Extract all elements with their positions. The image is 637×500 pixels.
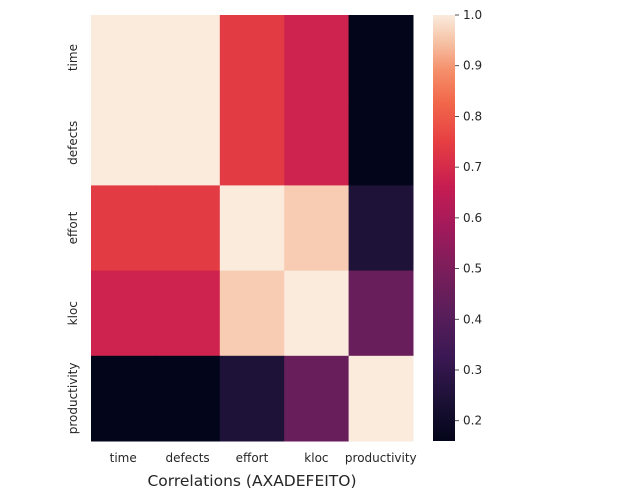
heatmap-cell-effort-effort [219, 185, 285, 272]
colorbar-tick-labels: 0.2 0.3 0.4 0.5 0.6 0.7 0.8 0.9 1.0 [455, 8, 482, 428]
heatmap-cell-effort-productivity [348, 185, 414, 272]
y-tick-label-defects: defects [66, 121, 80, 165]
heatmap-cell-productivity-effort [219, 355, 285, 442]
heatmap-cell-kloc-kloc [284, 270, 350, 357]
heatmap-cell-effort-time [91, 185, 156, 272]
colorbar [433, 15, 455, 441]
colorbar-tick-label: 0.9 [463, 59, 482, 73]
heatmap-cell-kloc-time [91, 270, 156, 357]
x-tick-label-effort: effort [236, 451, 269, 465]
heatmap-cell-defects-kloc [284, 100, 350, 186]
x-tick-label-kloc: kloc [304, 451, 328, 465]
y-tick-labels: time defects effort kloc productivity [66, 44, 80, 434]
colorbar-tick-label: 0.8 [463, 109, 482, 123]
y-tick-label-effort: effort [66, 211, 80, 244]
heatmap-cells [91, 15, 414, 442]
heatmap-cell-time-effort [219, 15, 285, 101]
heatmap-cell-kloc-defects [155, 270, 221, 357]
colorbar-tick-label: 1.0 [463, 8, 482, 22]
heatmap-cell-defects-productivity [348, 100, 414, 186]
heatmap-cell-effort-kloc [284, 185, 350, 272]
heatmap-cell-time-time [91, 15, 156, 101]
heatmap-cell-effort-defects [155, 185, 221, 272]
x-tick-labels: time defects effort kloc productivity [110, 451, 417, 465]
heatmap-cell-time-defects [155, 15, 221, 101]
heatmap-cell-defects-time [91, 100, 156, 186]
colorbar-tick-label: 0.3 [463, 363, 482, 377]
heatmap-cell-defects-effort [219, 100, 285, 186]
x-tick-label-defects: defects [166, 451, 210, 465]
x-tick-label-time: time [110, 451, 137, 465]
y-tick-label-productivity: productivity [66, 363, 80, 435]
y-tick-label-kloc: kloc [66, 301, 80, 325]
colorbar-tick-label: 0.2 [463, 414, 482, 428]
heatmap-cell-kloc-effort [219, 270, 285, 357]
heatmap-cell-productivity-productivity [348, 355, 414, 442]
heatmap-cell-time-kloc [284, 15, 350, 101]
heatmap-cell-defects-defects [155, 100, 221, 186]
colorbar-tick-label: 0.6 [463, 211, 482, 225]
heatmap-cell-productivity-defects [155, 355, 221, 442]
x-axis-label: Correlations (AXADEFEITO) [147, 472, 356, 490]
x-tick-label-productivity: productivity [345, 451, 417, 465]
heatmap-cell-productivity-kloc [284, 355, 350, 442]
y-tick-label-time: time [66, 44, 80, 71]
colorbar-tick-label: 0.4 [463, 312, 482, 326]
colorbar-tick-label: 0.7 [463, 160, 482, 174]
heatmap-cell-kloc-productivity [348, 270, 414, 357]
heatmap-cell-time-productivity [348, 15, 414, 101]
colorbar-tick-label: 0.5 [463, 262, 482, 276]
heatmap-cell-productivity-time [91, 355, 156, 442]
